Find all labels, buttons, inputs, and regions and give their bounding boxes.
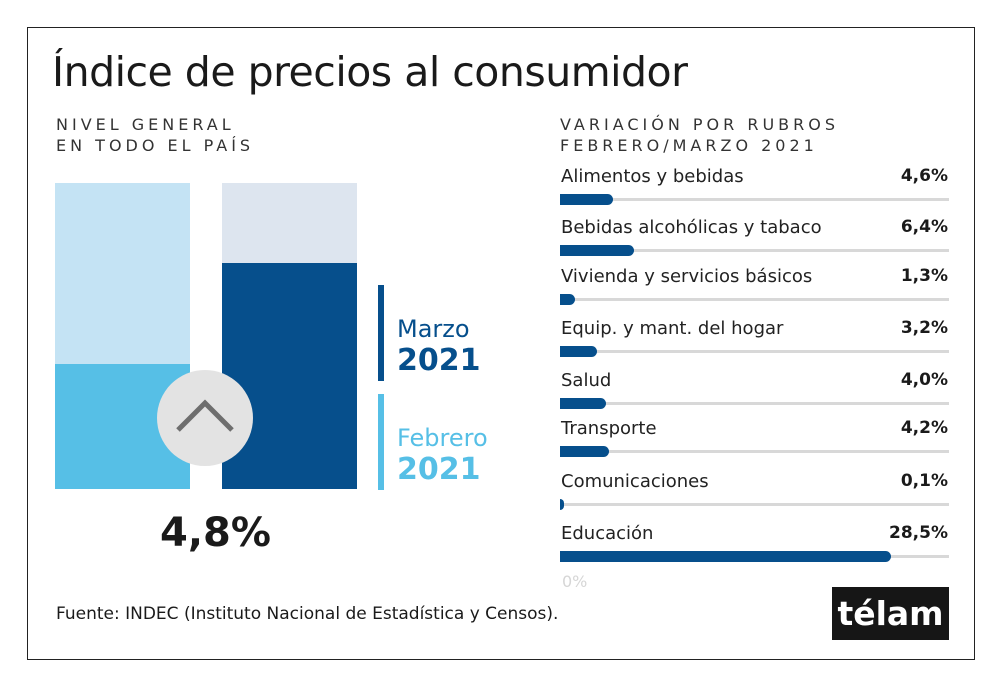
general-variation-value: 4,8%: [160, 510, 271, 556]
left-subtitle-line: EN TODO EL PAÍS: [56, 136, 255, 155]
left-subtitle-line: NIVEL GENERAL: [56, 115, 235, 134]
category-bar: [560, 294, 576, 305]
bar-track: [560, 198, 949, 201]
category-bar: [560, 499, 564, 510]
bar-track: [560, 350, 949, 353]
category-bar: [560, 194, 614, 205]
category-value: 4,6%: [900, 166, 948, 186]
right-subtitle-line: FEBRERO/MARZO 2021: [560, 136, 818, 155]
category-value: 4,2%: [900, 418, 948, 438]
legend-line: [378, 285, 384, 381]
category-label: Salud: [561, 370, 612, 391]
left-subtitle: NIVEL GENERAL EN TODO EL PAÍS: [56, 114, 254, 156]
category-bar: [560, 446, 609, 457]
category-value: 0,1%: [900, 471, 948, 491]
page-title: Índice de precios al consumidor: [52, 48, 688, 96]
legend-month: Febrero: [397, 424, 488, 452]
legend-line: [378, 394, 384, 490]
bar-track: [560, 402, 949, 405]
legend-year: 2021: [397, 343, 481, 378]
frame: [27, 27, 975, 660]
category-label: Transporte: [561, 418, 657, 439]
bar-track: [560, 503, 949, 506]
category-bar: [560, 245, 635, 256]
change-indicator: [157, 370, 253, 466]
category-label: Educación: [561, 523, 654, 544]
category-label: Alimentos y bebidas: [561, 166, 744, 187]
category-value: 28,5%: [889, 523, 948, 543]
axis-start-label: 0%: [562, 572, 588, 591]
telam-logo: télam: [832, 587, 949, 640]
category-bar: [560, 551, 891, 562]
bar-track: [560, 249, 949, 252]
right-subtitle-line: VARIACIÓN POR RUBROS: [560, 115, 840, 134]
source-note: Fuente: INDEC (Instituto Nacional de Est…: [56, 604, 559, 624]
legend-year: 2021: [397, 452, 481, 487]
category-value: 6,4%: [900, 217, 948, 237]
category-bar: [560, 346, 598, 357]
chevron-up-icon: [176, 399, 234, 432]
category-label: Comunicaciones: [561, 471, 709, 492]
legend-month: Marzo: [397, 315, 470, 343]
category-value: 1,3%: [900, 266, 948, 286]
bar-track: [560, 450, 949, 453]
category-label: Bebidas alcohólicas y tabaco: [561, 217, 822, 238]
bar-level: [222, 262, 357, 489]
category-value: 3,2%: [900, 318, 948, 338]
logo-text: télam: [837, 594, 944, 633]
category-label: Equip. y mant. del hogar: [561, 318, 784, 339]
category-bar: [560, 398, 607, 409]
right-subtitle: VARIACIÓN POR RUBROS FEBRERO/MARZO 2021: [560, 114, 839, 156]
category-label: Vivienda y servicios básicos: [561, 266, 813, 287]
category-value: 4,0%: [900, 370, 948, 390]
bar-track: [560, 298, 949, 301]
